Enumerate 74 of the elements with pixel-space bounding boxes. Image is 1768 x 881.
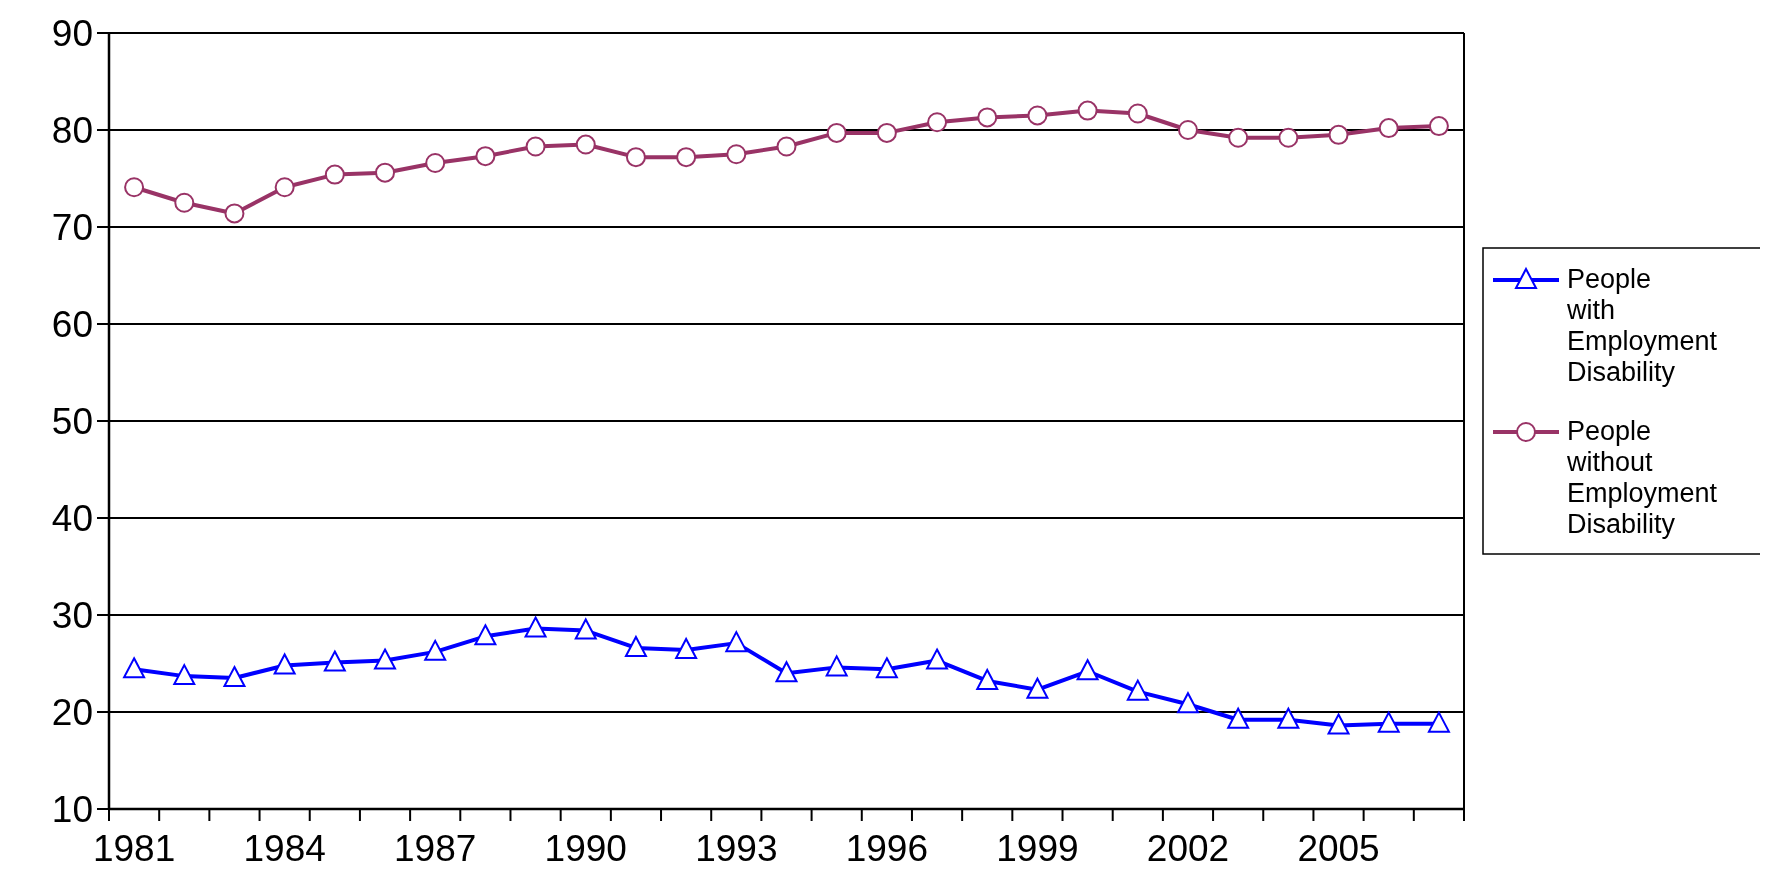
point xyxy=(624,635,647,657)
point xyxy=(775,661,798,683)
y-tick-label: 70 xyxy=(51,206,93,248)
y-tick-label: 90 xyxy=(51,12,93,54)
point xyxy=(375,162,396,183)
point xyxy=(525,136,546,157)
x-tick-label: 2002 xyxy=(1146,828,1230,869)
point xyxy=(675,637,698,659)
y-tick-label: 10 xyxy=(51,788,93,830)
point xyxy=(273,653,296,675)
point xyxy=(726,144,747,165)
point xyxy=(1228,127,1249,148)
point xyxy=(625,147,646,168)
point xyxy=(1428,116,1449,137)
y-tick-label: 60 xyxy=(51,303,93,345)
y-tick-label: 80 xyxy=(51,109,93,151)
point xyxy=(725,631,748,653)
point xyxy=(274,177,295,198)
point xyxy=(425,152,446,173)
legend-label: People without Employment Disability xyxy=(1566,416,1718,540)
point xyxy=(1227,707,1250,729)
point xyxy=(475,146,496,167)
point xyxy=(174,192,195,213)
legend-label: People with Employment Disability xyxy=(1566,264,1718,388)
point xyxy=(575,134,596,155)
point xyxy=(1277,707,1300,729)
point xyxy=(374,648,397,670)
point xyxy=(1126,679,1149,701)
y-tick-label: 30 xyxy=(51,594,93,636)
point xyxy=(574,618,597,640)
point xyxy=(776,136,797,157)
point xyxy=(1176,692,1199,714)
point xyxy=(1327,713,1350,735)
point xyxy=(324,164,345,185)
point xyxy=(676,147,697,168)
x-tick-label: 1981 xyxy=(92,828,176,869)
point xyxy=(825,655,848,677)
point xyxy=(1328,124,1349,145)
point xyxy=(323,650,346,672)
point xyxy=(424,639,447,661)
x-tick-label: 1996 xyxy=(845,828,929,869)
point xyxy=(1026,677,1049,699)
point xyxy=(224,203,245,224)
y-tick-label: 40 xyxy=(51,497,93,539)
point xyxy=(1027,105,1048,126)
point xyxy=(173,664,196,686)
point xyxy=(1427,711,1450,733)
point xyxy=(1377,711,1400,733)
point xyxy=(1177,120,1198,140)
point xyxy=(1378,118,1399,139)
point xyxy=(524,616,547,638)
point xyxy=(977,107,998,128)
y-tick-label: 50 xyxy=(51,400,93,442)
point xyxy=(876,122,897,143)
y-tick-label: 20 xyxy=(51,691,93,733)
point xyxy=(474,624,497,646)
x-tick-label: 1990 xyxy=(544,828,627,869)
point xyxy=(124,177,145,198)
point xyxy=(976,668,999,690)
x-tick-label: 2005 xyxy=(1297,828,1380,869)
point xyxy=(1278,127,1299,148)
point xyxy=(926,648,949,670)
x-tick-label: 1984 xyxy=(243,828,326,869)
point xyxy=(1076,659,1099,681)
x-tick-label: 1987 xyxy=(394,828,477,869)
point xyxy=(927,112,948,133)
x-tick-label: 1993 xyxy=(695,828,778,869)
point xyxy=(875,657,898,679)
point xyxy=(1077,100,1098,121)
point xyxy=(1127,103,1148,124)
point xyxy=(123,657,146,679)
point xyxy=(826,122,847,143)
point xyxy=(223,666,246,688)
x-tick-label: 1999 xyxy=(996,828,1079,869)
